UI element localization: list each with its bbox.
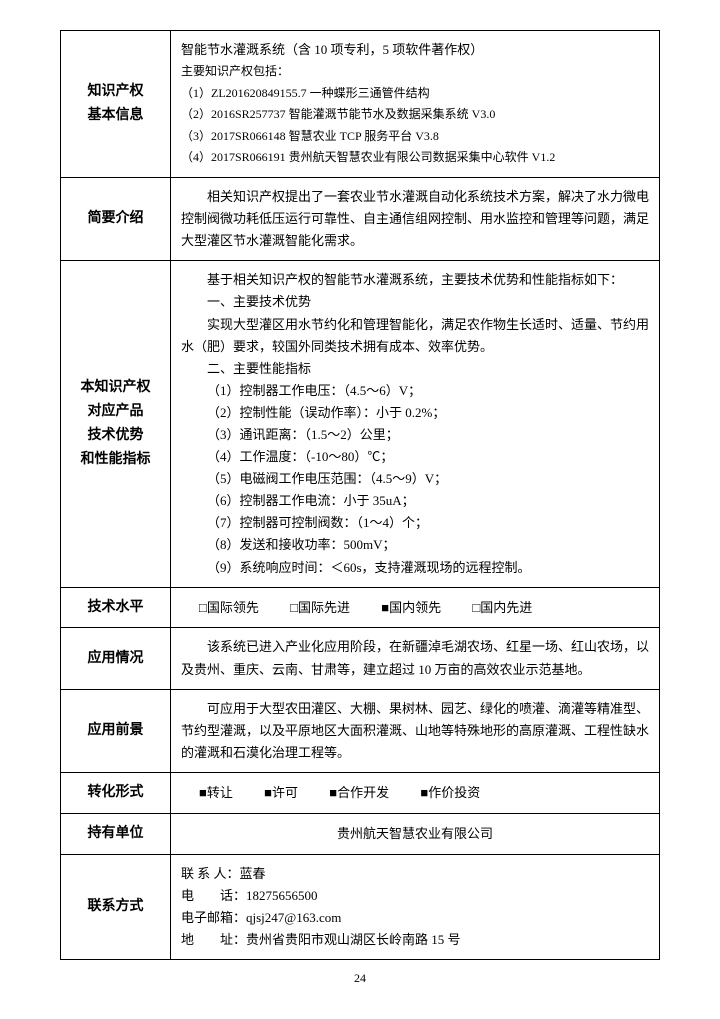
transfer-option: ■转让 xyxy=(199,782,233,804)
cell-level: □国际领先 □国际先进 ■国内领先 □国内先进 xyxy=(171,587,660,628)
cell-contact: 联 系 人：蓝春 电 话：18275656500 电子邮箱：qjsj247@16… xyxy=(171,854,660,959)
ip-item: （3）2017SR066148 智慧农业 TCP 服务平台 V3.8 xyxy=(181,126,649,148)
tech-spec: （8）发送和接收功率：500mV； xyxy=(181,534,649,556)
contact-phone: 电 话：18275656500 xyxy=(181,885,649,907)
ip-item: （1）ZL201620849155.7 一种蝶形三通管件结构 xyxy=(181,83,649,105)
label-level: 技术水平 xyxy=(61,587,171,628)
ip-item: （2）2016SR257737 智能灌溉节能节水及数据采集系统 V3.0 xyxy=(181,104,649,126)
page-number: 24 xyxy=(60,968,660,988)
contact-addr: 地 址：贵州省贵阳市观山湖区长岭南路 15 号 xyxy=(181,929,649,951)
label-intro: 简要介绍 xyxy=(61,178,171,261)
ip-item: （4）2017SR066191 贵州航天智慧农业有限公司数据采集中心软件 V1.… xyxy=(181,147,649,169)
tech-para1: 基于相关知识产权的智能节水灌溉系统，主要技术优势和性能指标如下： xyxy=(181,269,649,291)
cell-app: 该系统已进入产业化应用阶段，在新疆淖毛湖农场、红星一场、红山农场，以及贵州、重庆… xyxy=(171,628,660,689)
label-prospect: 应用前景 xyxy=(61,689,171,772)
level-option: □国内先进 xyxy=(472,597,532,619)
level-option: □国际先进 xyxy=(290,597,350,619)
intro-text: 相关知识产权提出了一套农业节水灌溉自动化系统技术方案，解决了水力微电控制阀微功耗… xyxy=(181,186,649,252)
tech-spec: （5）电磁阀工作电压范围：（4.5～9）V； xyxy=(181,468,649,490)
cell-tech: 基于相关知识产权的智能节水灌溉系统，主要技术优势和性能指标如下： 一、主要技术优… xyxy=(171,261,660,587)
tech-spec: （2）控制性能（误动作率）：小于 0.2%； xyxy=(181,402,649,424)
label-tech: 本知识产权 对应产品 技术优势 和性能指标 xyxy=(61,261,171,587)
tech-h1: 一、主要技术优势 xyxy=(181,291,649,313)
level-option: □国际领先 xyxy=(199,597,259,619)
cell-prospect: 可应用于大型农田灌区、大棚、果树林、园艺、绿化的喷灌、滴灌等精准型、节约型灌溉，… xyxy=(171,689,660,772)
tech-spec: （3）通讯距离：（1.5～2）公里； xyxy=(181,424,649,446)
label-transfer: 转化形式 xyxy=(61,772,171,813)
tech-spec: （1）控制器工作电压：（4.5～6）V； xyxy=(181,380,649,402)
app-text: 该系统已进入产业化应用阶段，在新疆淖毛湖农场、红星一场、红山农场，以及贵州、重庆… xyxy=(181,636,649,680)
cell-intro: 相关知识产权提出了一套农业节水灌溉自动化系统技术方案，解决了水力微电控制阀微功耗… xyxy=(171,178,660,261)
transfer-option: ■合作开发 xyxy=(329,782,389,804)
tech-spec: （9）系统响应时间：＜60s，支持灌溉现场的远程控制。 xyxy=(181,557,649,579)
label-contact: 联系方式 xyxy=(61,854,171,959)
prospect-text: 可应用于大型农田灌区、大棚、果树林、园艺、绿化的喷灌、滴灌等精准型、节约型灌溉，… xyxy=(181,698,649,764)
tech-spec: （7）控制器可控制阀数：（1～4）个； xyxy=(181,512,649,534)
transfer-option: ■作价投资 xyxy=(420,782,480,804)
transfer-option: ■许可 xyxy=(264,782,298,804)
label-app: 应用情况 xyxy=(61,628,171,689)
level-option: ■国内领先 xyxy=(381,597,441,619)
tech-h2: 二、主要性能指标 xyxy=(181,358,649,380)
contact-email: 电子邮箱：qjsj247@163.com xyxy=(181,907,649,929)
label-ip-basic: 知识产权 基本信息 xyxy=(61,31,171,178)
label-owner: 持有单位 xyxy=(61,813,171,854)
tech-para2: 实现大型灌区用水节约化和管理智能化，满足农作物生长适时、适量、节约用水（肥）要求… xyxy=(181,314,649,358)
cell-ip-basic: 智能节水灌溉系统（含 10 项专利，5 项软件著作权） 主要知识产权包括： （1… xyxy=(171,31,660,178)
cell-transfer: ■转让 ■许可 ■合作开发 ■作价投资 xyxy=(171,772,660,813)
cell-owner: 贵州航天智慧农业有限公司 xyxy=(171,813,660,854)
info-table: 知识产权 基本信息 智能节水灌溉系统（含 10 项专利，5 项软件著作权） 主要… xyxy=(60,30,660,960)
contact-person: 联 系 人：蓝春 xyxy=(181,863,649,885)
tech-spec: （4）工作温度：（-10～80）℃； xyxy=(181,446,649,468)
tech-spec: （6）控制器工作电流：小于 35uA； xyxy=(181,490,649,512)
ip-sub-header: 主要知识产权包括： xyxy=(181,61,649,83)
owner-text: 贵州航天智慧农业有限公司 xyxy=(337,826,493,841)
ip-title: 智能节水灌溉系统（含 10 项专利，5 项软件著作权） xyxy=(181,39,649,61)
